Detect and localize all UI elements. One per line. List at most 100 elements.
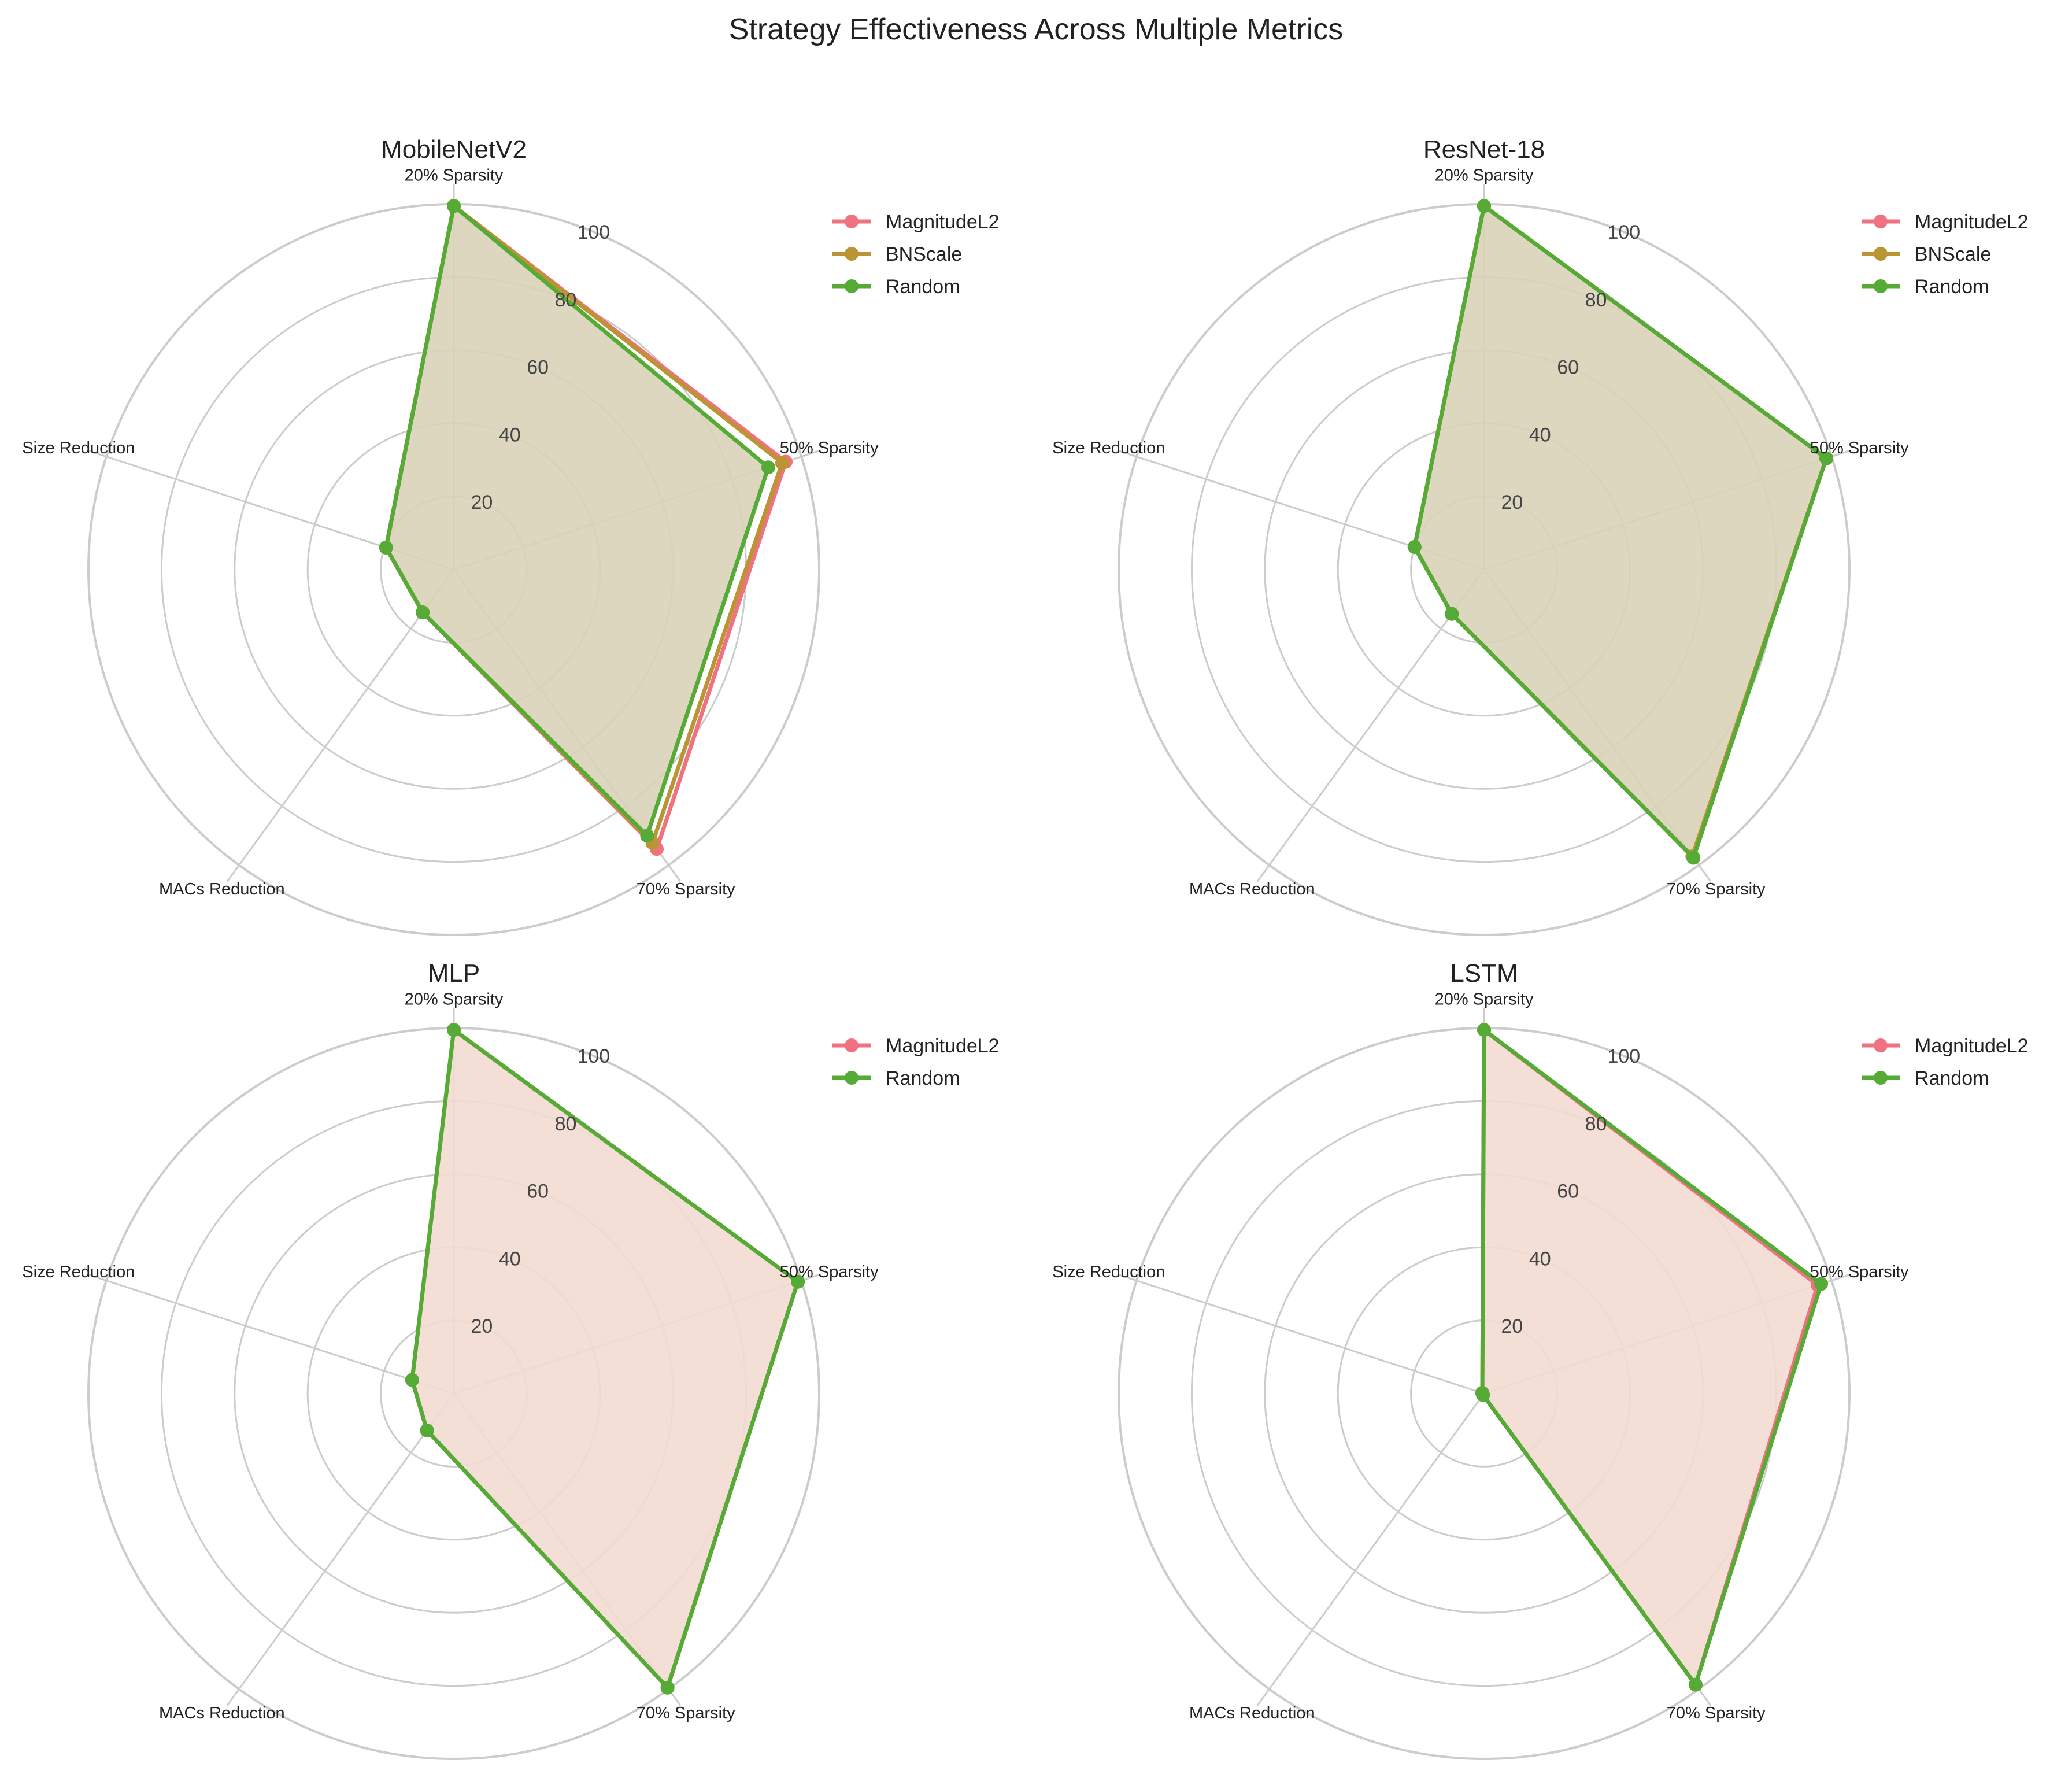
legend-label-magnitudel2: MagnitudeL2 (1915, 211, 2029, 233)
axis-label-size-reduction: Size Reduction (22, 439, 135, 457)
radial-tick-label: 20 (471, 491, 493, 513)
radial-tick-label: 80 (555, 289, 577, 311)
grid-spoke (226, 569, 455, 882)
figure-title: Strategy Effectiveness Across Multiple M… (729, 13, 1344, 46)
series-line-random (384, 204, 771, 838)
radial-tick-label: 40 (1529, 1248, 1551, 1270)
radial-tick-label: 100 (577, 1045, 610, 1067)
axis-label-50-sparsity: 50% Sparsity (1810, 1263, 1909, 1281)
data-point-random-size-reduction (1407, 539, 1422, 554)
radial-tick-label: 20 (471, 1315, 493, 1337)
legend-marker-random (845, 1071, 859, 1085)
radar-panel-mobilenetv2: 20 40 60 80 100 20% Sparsity 50% Sparsity 70% S… (22, 135, 1000, 936)
legend-marker-random (845, 279, 859, 293)
radial-tick-label: 40 (499, 1248, 521, 1270)
axis-label-20-sparsity: 20% Sparsity (1435, 166, 1534, 184)
axis-label-20-sparsity: 20% Sparsity (405, 990, 504, 1008)
legend: MagnitudeL2 BNScale Random (832, 211, 1000, 298)
axis-label-macs-reduction: MACs Reduction (159, 1704, 285, 1722)
radial-tick-label: 100 (577, 221, 610, 243)
legend-marker-random (1874, 1071, 1888, 1085)
data-point-random-20-sparsity (1477, 199, 1491, 213)
radial-tick-label: 80 (555, 1113, 577, 1135)
legend-marker-bnscale (845, 247, 859, 261)
subplot-title: ResNet-18 (1423, 135, 1545, 164)
legend: MagnitudeL2 Random (832, 1035, 1000, 1089)
axis-label-macs-reduction: MACs Reduction (159, 880, 285, 899)
data-point-random-macs-reduction (420, 1423, 434, 1437)
axis-label-70-sparsity: 70% Sparsity (1667, 880, 1766, 899)
data-point-random-50-sparsity (791, 1274, 805, 1289)
radial-tick-label: 40 (499, 424, 521, 446)
data-point-random-70-sparsity (1688, 1677, 1703, 1692)
series-random (405, 1023, 805, 1695)
radial-tick-label: 20 (1501, 491, 1523, 513)
legend-label-bnscale: BNScale (1915, 243, 1991, 265)
data-point-random-70-sparsity (1686, 851, 1701, 865)
radial-tick-label: 60 (1557, 357, 1579, 379)
radial-tick-label: 60 (527, 357, 549, 379)
axis-label-70-sparsity: 70% Sparsity (637, 880, 735, 899)
series-fill-area (1482, 1030, 1822, 1685)
data-point-random-size-reduction (379, 540, 393, 555)
series-fill-area (386, 206, 768, 836)
data-point-random-size-reduction (405, 1373, 419, 1387)
series-random (1475, 1023, 1829, 1692)
axis-label-50-sparsity: 50% Sparsity (780, 1263, 879, 1281)
legend-marker-magnitudel2 (1874, 215, 1888, 228)
legend-label-random: Random (1915, 276, 1989, 298)
series-fill-area (412, 1030, 798, 1688)
axis-label-50-sparsity: 50% Sparsity (780, 439, 879, 457)
legend-label-magnitudel2: MagnitudeL2 (886, 1035, 1000, 1057)
legend-marker-random (1874, 279, 1888, 293)
axis-label-20-sparsity: 20% Sparsity (1435, 990, 1534, 1008)
data-point-random-20-sparsity (1477, 1023, 1491, 1037)
subplots: 20 40 60 80 100 20% Sparsity 50% Sparsity 70% S… (22, 135, 2029, 1760)
data-point-random-50-sparsity (1819, 451, 1834, 465)
series-fill-area (1414, 206, 1827, 858)
grid-spoke (226, 1393, 455, 1706)
legend-label-random: Random (886, 276, 960, 298)
axis-label-size-reduction: Size Reduction (22, 1263, 135, 1281)
subplot-title: MLP (428, 959, 480, 988)
data-point-random-70-sparsity (660, 1680, 675, 1695)
grid-spoke (1256, 1393, 1485, 1706)
data-point-bnscale-50-sparsity (775, 456, 790, 470)
axis-label-macs-reduction: MACs Reduction (1189, 1704, 1315, 1722)
legend-marker-bnscale (1874, 247, 1888, 261)
series-line-random (1412, 204, 1829, 860)
axis-label-size-reduction: Size Reduction (1052, 439, 1165, 457)
grid-spoke (1117, 1273, 1485, 1395)
legend-label-magnitudel2: MagnitudeL2 (886, 211, 1000, 233)
legend: MagnitudeL2 BNScale Random (1862, 211, 2029, 298)
radar-panel-resnet-18: 20 40 60 80 100 20% Sparsity 50% Sparsity 70% S… (1052, 135, 2029, 936)
series-line-random (1480, 1028, 1823, 1687)
data-point-random-macs-reduction (416, 605, 430, 620)
data-point-random-macs-reduction (1445, 607, 1459, 621)
series-random (379, 199, 775, 843)
subplot-title: LSTM (1450, 959, 1518, 988)
axis-label-macs-reduction: MACs Reduction (1189, 880, 1315, 899)
legend-marker-magnitudel2 (1874, 1038, 1888, 1052)
radial-tick-label: 100 (1607, 1045, 1640, 1067)
legend-marker-magnitudel2 (845, 1038, 859, 1052)
series-line-random (410, 1028, 800, 1690)
grid-spoke (87, 1273, 454, 1395)
legend-marker-magnitudel2 (845, 215, 859, 228)
data-point-random-20-sparsity (447, 1023, 461, 1037)
legend: MagnitudeL2 Random (1862, 1035, 2029, 1089)
radial-tick-label: 80 (1585, 1113, 1607, 1135)
radial-tick-label: 100 (1607, 221, 1640, 243)
grid-spoke (1256, 569, 1485, 882)
subplot-title: MobileNetV2 (381, 135, 527, 164)
radial-tick-label: 40 (1529, 424, 1551, 446)
legend-label-random: Random (1915, 1067, 1989, 1089)
axis-label-70-sparsity: 70% Sparsity (1667, 1704, 1766, 1722)
axis-label-50-sparsity: 50% Sparsity (1810, 439, 1909, 457)
radial-tick-label: 60 (1557, 1181, 1579, 1203)
radial-tick-label: 80 (1585, 289, 1607, 311)
data-point-random-70-sparsity (640, 829, 654, 843)
data-point-random-size-reduction (1475, 1386, 1489, 1400)
legend-label-random: Random (886, 1067, 960, 1089)
